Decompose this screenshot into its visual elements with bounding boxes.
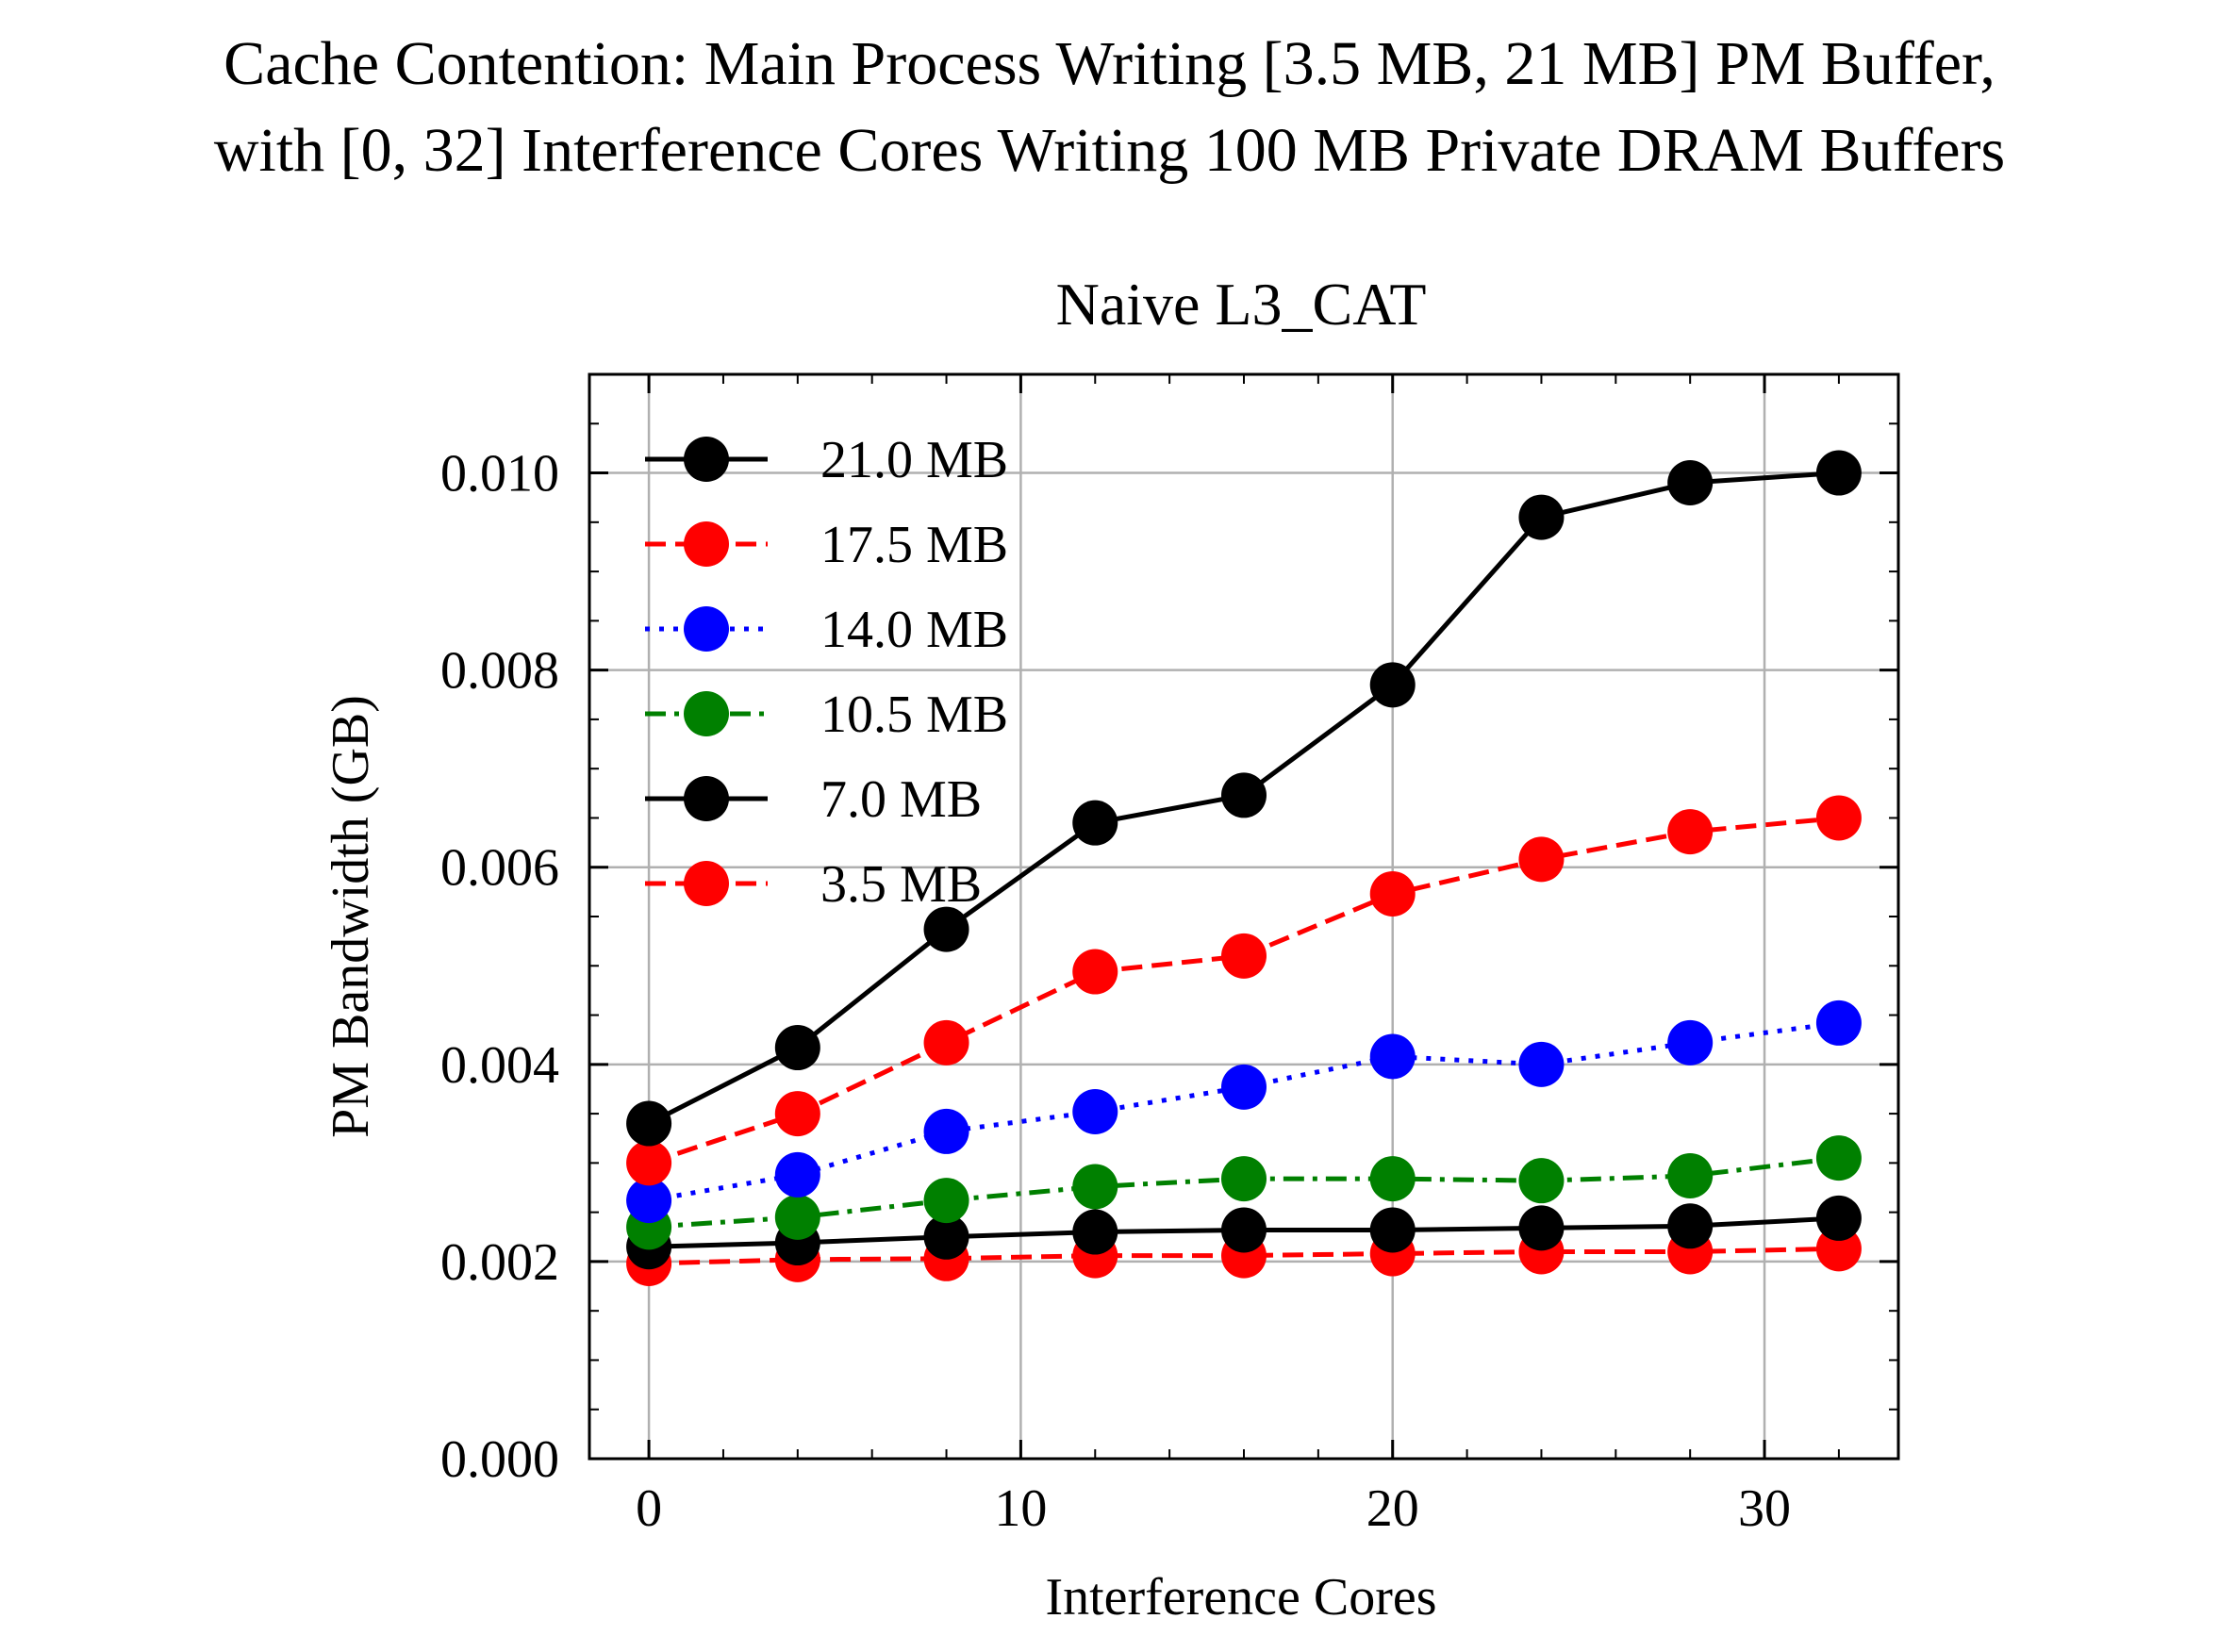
data-point [1369, 1033, 1416, 1080]
legend: 21.0 MB 17.5 MB 14.0 MB 10.5 MB 7.0 MB 3.5 MB [645, 431, 1008, 914]
figure-suptitle: Cache Contention: Main Process Writing [… [0, 21, 2219, 194]
data-point [1518, 1205, 1565, 1251]
series-21-0-mb [626, 450, 1862, 1147]
figure-suptitle-line-2: with [0, 32] Interference Cores Writing … [213, 116, 2006, 185]
figure-suptitle-line-1: Cache Contention: Main Process Writing [… [224, 29, 1995, 98]
series-line [648, 1020, 1840, 1203]
data-point [774, 1091, 820, 1137]
data-point [1221, 772, 1267, 818]
data-point [1667, 460, 1714, 505]
data-point [1221, 1064, 1267, 1110]
axes: 0 10 20 30 0.000 0.002 0.004 0.006 0.008 0.010 [440, 372, 1900, 1538]
data-point [1072, 1209, 1118, 1255]
data-point [1667, 1019, 1714, 1066]
x-axis-label: Interference Cores [1045, 1568, 1436, 1627]
y-tick-label: 0.008 [440, 642, 559, 701]
data-point [626, 1100, 672, 1147]
data-point [1667, 809, 1714, 855]
data-point [1369, 870, 1416, 917]
data-series [626, 450, 1862, 1286]
data-point [923, 1108, 969, 1154]
data-point [1072, 800, 1118, 846]
legend-marker [684, 691, 729, 736]
x-tick-label: 20 [1366, 1479, 1419, 1538]
y-tick-label: 0.006 [440, 839, 559, 898]
legend-marker [684, 521, 729, 567]
legend-marker [684, 606, 729, 652]
y-tick-label: 0.010 [440, 445, 559, 504]
data-point [1369, 1156, 1416, 1202]
y-tick-label: 0.000 [440, 1430, 559, 1489]
data-point [1815, 795, 1862, 841]
x-tick-label: 30 [1738, 1479, 1791, 1538]
data-point [923, 1214, 969, 1260]
data-point [1815, 450, 1862, 496]
data-point [1667, 1203, 1714, 1249]
legend-item: 10.5 MB [645, 686, 1008, 744]
data-point [1667, 1152, 1714, 1198]
series-14-0-mb [626, 999, 1862, 1224]
legend-item: 17.5 MB [645, 516, 1008, 574]
legend-item: 7.0 MB [645, 770, 982, 829]
data-point [1815, 999, 1862, 1046]
legend-marker [684, 437, 729, 482]
series-10-5-mb [626, 1135, 1862, 1250]
data-point [1221, 933, 1267, 979]
legend-marker [684, 776, 729, 821]
legend-label: 7.0 MB [820, 770, 982, 829]
data-point [923, 1178, 969, 1224]
data-point [1072, 1164, 1118, 1210]
data-point [1518, 494, 1565, 540]
data-point [923, 906, 969, 952]
grid-lines [589, 374, 1898, 1461]
legend-label: 21.0 MB [820, 431, 1008, 489]
data-point [1221, 1207, 1267, 1253]
series-line [649, 1246, 1839, 1266]
legend-item: 21.0 MB [645, 431, 1008, 489]
y-tick-label: 0.004 [440, 1036, 559, 1095]
data-point [1518, 1041, 1565, 1087]
x-tick-label: 10 [994, 1479, 1047, 1538]
data-point [923, 1019, 969, 1066]
data-point [626, 1140, 672, 1186]
data-point [1815, 1195, 1862, 1241]
legend-marker [684, 861, 729, 906]
legend-label: 14.0 MB [820, 601, 1008, 659]
data-point [1072, 1089, 1118, 1134]
legend-item: 3.5 MB [645, 855, 982, 914]
chart-title: Naive L3_CAT [1056, 271, 1427, 338]
data-point [1815, 1135, 1862, 1181]
series-17-5-mb [626, 795, 1862, 1186]
legend-label: 3.5 MB [820, 855, 982, 914]
legend-label: 10.5 MB [820, 686, 1008, 744]
data-point [774, 1151, 820, 1198]
data-point [1072, 949, 1118, 995]
legend-label: 17.5 MB [820, 516, 1008, 574]
y-tick-label: 0.002 [440, 1233, 559, 1292]
y-axis-label: PM Bandwidth (GB) [322, 695, 380, 1138]
data-point [1518, 1158, 1565, 1204]
plot-frame [588, 372, 1900, 1461]
x-tick-label: 0 [636, 1479, 662, 1538]
data-point [1221, 1156, 1267, 1202]
data-point [626, 1178, 672, 1224]
data-point [774, 1025, 820, 1071]
data-point [1518, 836, 1565, 883]
data-point [1369, 662, 1416, 708]
data-point [1369, 1207, 1416, 1253]
legend-item: 14.0 MB [645, 601, 1008, 659]
data-point [774, 1194, 820, 1240]
